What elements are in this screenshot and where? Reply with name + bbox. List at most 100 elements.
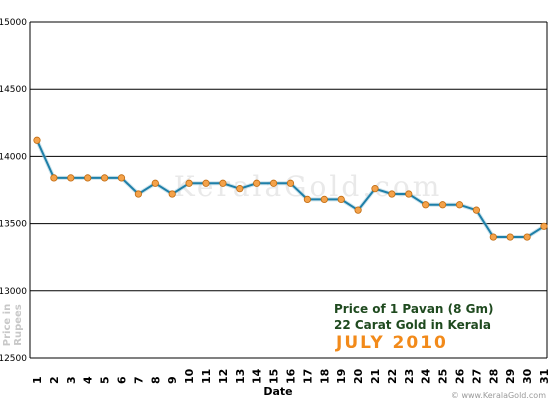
- y-tick-label: 14500: [0, 85, 27, 95]
- x-tick: 30: [521, 368, 534, 384]
- x-tick-label: 22: [386, 369, 399, 384]
- x-tick-label: 16: [285, 368, 298, 384]
- x-tick-label: 3: [65, 376, 78, 384]
- x-tick: 19: [335, 369, 348, 384]
- y-axis: 12500 13000 13500 14000 14500 15000: [0, 18, 27, 364]
- x-tick: 1: [31, 376, 44, 384]
- data-point: [506, 233, 514, 241]
- data-point: [151, 179, 159, 187]
- x-tick: 18: [318, 369, 331, 384]
- x-tick: 9: [166, 376, 179, 384]
- chart-title-line-2: 22 Carat Gold in Kerala: [334, 318, 491, 332]
- x-tick-label: 23: [403, 369, 416, 384]
- y-axis-label: Price in Rupees: [2, 304, 24, 346]
- x-tick: 23: [403, 369, 416, 384]
- data-point: [438, 201, 447, 209]
- data-point: [50, 174, 58, 182]
- x-tick: 21: [369, 369, 382, 384]
- data-point: [269, 179, 278, 187]
- data-point: [84, 174, 92, 182]
- x-tick: 24: [420, 368, 433, 384]
- data-point: [33, 136, 41, 144]
- data-point: [286, 179, 295, 187]
- data-point: [337, 195, 345, 204]
- x-tick-label: 15: [268, 369, 281, 384]
- x-tick-label: 4: [82, 376, 95, 384]
- chart-title-line-1: Price of 1 Pavan (8 Gm): [334, 302, 494, 316]
- x-tick-label: 30: [521, 368, 534, 384]
- x-tick-label: 13: [234, 369, 247, 384]
- data-point: [253, 179, 261, 187]
- x-tick: 20: [352, 368, 365, 384]
- y-tick-label: 13000: [0, 287, 27, 297]
- y-tick-label: 15000: [0, 18, 27, 28]
- series-markers: [33, 136, 548, 241]
- x-tick-label: 25: [437, 369, 450, 384]
- x-tick: 29: [504, 369, 517, 384]
- data-point: [236, 185, 244, 193]
- x-tick-label: 21: [369, 369, 382, 384]
- x-tick: 27: [470, 369, 483, 384]
- x-tick-label: 27: [470, 369, 483, 384]
- y-tick-label: 12500: [0, 354, 27, 364]
- x-tick-label: 11: [200, 369, 213, 384]
- x-tick-label: 2: [48, 376, 61, 384]
- x-tick-label: 7: [132, 376, 145, 384]
- x-tick: 5: [99, 376, 112, 384]
- data-point: [320, 195, 328, 204]
- x-tick-label: 29: [504, 369, 517, 384]
- x-tick: 8: [149, 376, 162, 384]
- x-tick-label: 12: [217, 369, 230, 384]
- x-tick-label: 9: [166, 376, 179, 384]
- x-tick-label: 24: [420, 368, 433, 384]
- data-point: [219, 179, 227, 187]
- x-tick-label: 31: [538, 369, 550, 384]
- x-tick: 6: [116, 376, 129, 384]
- y-tick-label: 14000: [0, 152, 27, 162]
- site-credit: © www.KeralaGold.com: [451, 391, 546, 400]
- x-tick: 28: [487, 369, 500, 384]
- data-point: [405, 190, 413, 198]
- data-point: [117, 174, 126, 182]
- x-tick: 2: [48, 376, 61, 384]
- x-tick-label: 10: [183, 368, 196, 384]
- x-tick-label: 1: [31, 376, 44, 384]
- x-tick: 14: [251, 368, 264, 384]
- x-tick-label: 20: [352, 368, 365, 384]
- x-tick: 22: [386, 369, 399, 384]
- data-point: [168, 190, 176, 198]
- x-tick: 16: [285, 368, 298, 384]
- x-tick: 25: [437, 369, 450, 384]
- x-tick: 26: [454, 368, 467, 384]
- y-axis-label-line-1: Price in: [2, 304, 13, 346]
- x-tick-label: 5: [99, 376, 112, 384]
- data-point: [202, 179, 210, 187]
- y-tick-label: 13500: [0, 220, 27, 230]
- x-axis: 1 2 3 4 5 6 7 8 9 10 11 12 13 14 15 16 17 18 19 20 21 22 23 24 2…: [31, 368, 550, 384]
- x-tick: 17: [301, 369, 314, 384]
- data-point: [455, 201, 464, 209]
- x-tick-label: 14: [251, 368, 264, 384]
- data-point: [472, 206, 480, 214]
- data-point: [101, 174, 109, 182]
- data-point: [523, 233, 531, 241]
- data-point: [422, 201, 430, 209]
- x-tick: 13: [234, 369, 247, 384]
- data-point: [371, 185, 379, 193]
- chart-subtitle-month: JULY 2010: [335, 333, 448, 353]
- x-tick-label: 28: [487, 369, 500, 384]
- data-point: [67, 174, 75, 182]
- x-tick-label: 26: [454, 368, 467, 384]
- x-tick: 31: [538, 369, 550, 384]
- data-point: [303, 195, 311, 204]
- x-axis-label: Date: [263, 385, 292, 398]
- data-point: [354, 206, 362, 214]
- x-tick: 15: [268, 369, 281, 384]
- x-tick: 3: [65, 376, 78, 384]
- x-tick-label: 19: [335, 369, 348, 384]
- x-tick-label: 8: [149, 376, 162, 384]
- x-tick: 4: [82, 376, 95, 384]
- data-point: [134, 190, 142, 198]
- y-axis-label-line-2: Rupees: [13, 304, 24, 346]
